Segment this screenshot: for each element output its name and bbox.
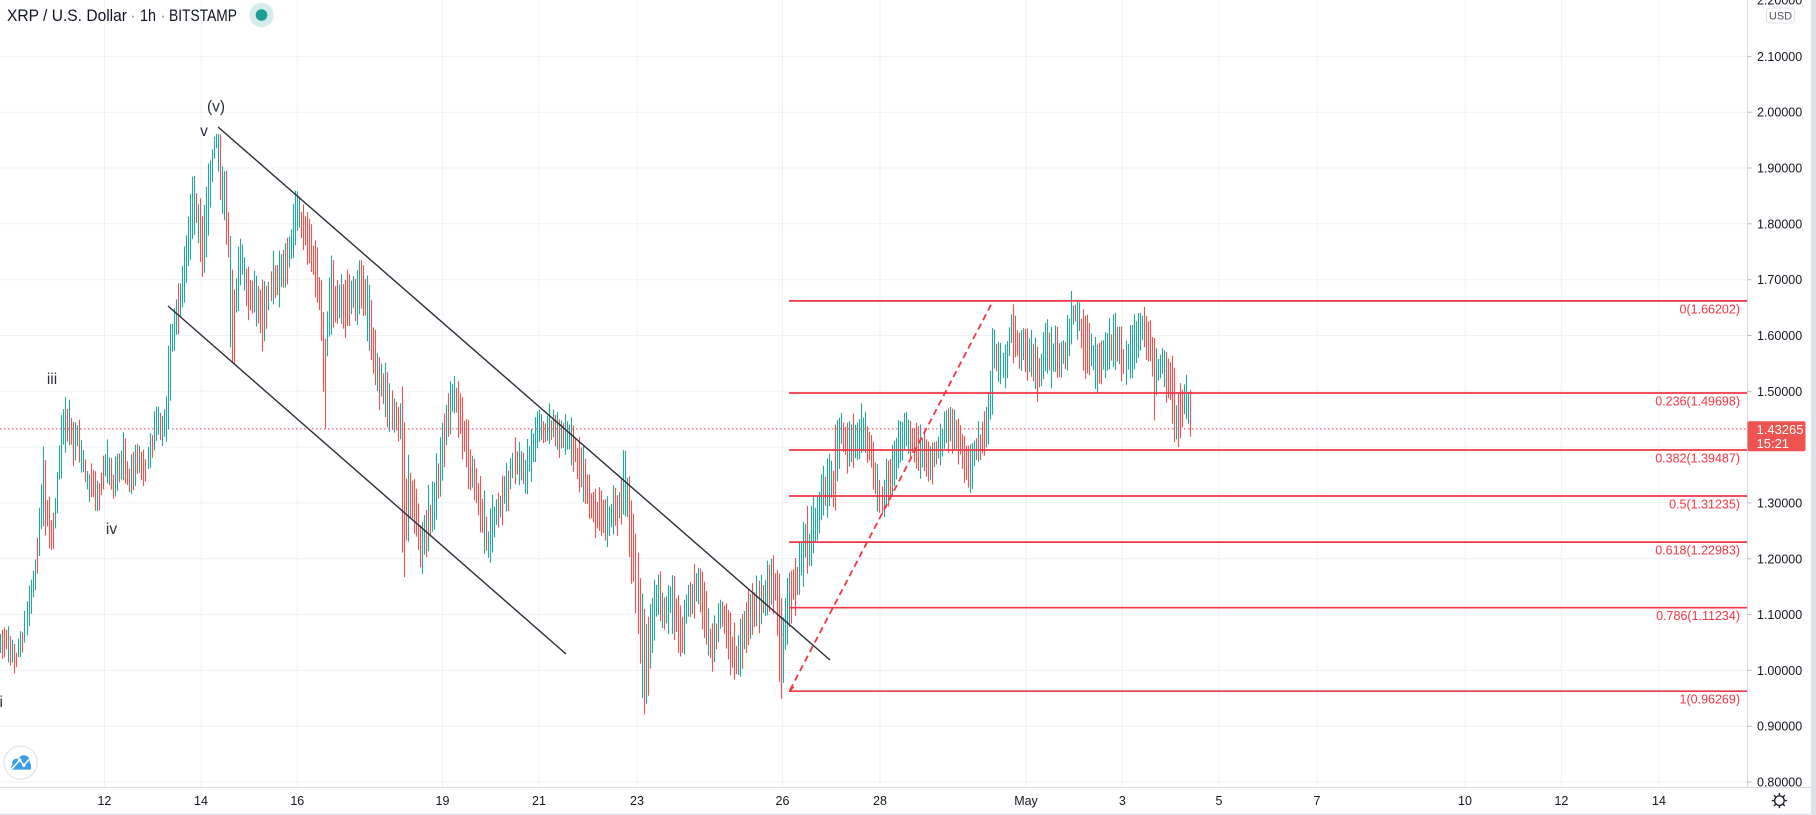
- svg-text:1.70000: 1.70000: [1757, 273, 1802, 287]
- svg-text:7: 7: [1314, 794, 1321, 808]
- svg-text:14: 14: [194, 794, 208, 808]
- svg-text:BITSTAMP: BITSTAMP: [169, 6, 237, 25]
- svg-text:1.00000: 1.00000: [1757, 664, 1802, 678]
- svg-text:0.618(1.22983): 0.618(1.22983): [1655, 544, 1740, 558]
- svg-text:v: v: [200, 123, 208, 140]
- svg-text:21: 21: [532, 794, 546, 808]
- svg-text:USD: USD: [1769, 11, 1792, 23]
- svg-text:0.5(1.31235): 0.5(1.31235): [1669, 498, 1740, 512]
- svg-text:1h: 1h: [140, 6, 156, 25]
- svg-text:1.43265: 1.43265: [1757, 422, 1804, 437]
- svg-text:1(0.96269): 1(0.96269): [1680, 693, 1740, 707]
- svg-text:0.382(1.39487): 0.382(1.39487): [1655, 452, 1740, 466]
- svg-text:16: 16: [290, 794, 304, 808]
- svg-text:1.20000: 1.20000: [1757, 552, 1802, 566]
- svg-text:12: 12: [97, 794, 111, 808]
- svg-text:5: 5: [1216, 794, 1223, 808]
- svg-text:0(1.66202): 0(1.66202): [1680, 302, 1740, 316]
- svg-text:iii: iii: [47, 371, 57, 388]
- svg-text:i: i: [0, 694, 3, 711]
- svg-text:·: ·: [130, 6, 136, 25]
- svg-text:1.10000: 1.10000: [1757, 608, 1802, 622]
- svg-text:10: 10: [1458, 794, 1472, 808]
- svg-text:2.20000: 2.20000: [1757, 0, 1802, 8]
- svg-text:1.60000: 1.60000: [1757, 329, 1802, 343]
- svg-text:1.90000: 1.90000: [1757, 162, 1802, 176]
- svg-text:2.00000: 2.00000: [1757, 106, 1802, 120]
- svg-text:0.236(1.49698): 0.236(1.49698): [1655, 395, 1740, 409]
- svg-text:XRP / U.S. Dollar: XRP / U.S. Dollar: [7, 6, 127, 25]
- svg-text:2.10000: 2.10000: [1757, 50, 1802, 64]
- svg-text:19: 19: [436, 794, 450, 808]
- svg-text:May: May: [1014, 794, 1038, 808]
- svg-text:0.80000: 0.80000: [1757, 776, 1802, 790]
- svg-text:iv: iv: [106, 521, 117, 538]
- svg-text:26: 26: [776, 794, 790, 808]
- svg-text:1.50000: 1.50000: [1757, 385, 1802, 399]
- svg-text:14: 14: [1652, 794, 1666, 808]
- svg-text:3: 3: [1119, 794, 1126, 808]
- svg-text:12: 12: [1554, 794, 1568, 808]
- svg-text:1.30000: 1.30000: [1757, 496, 1802, 510]
- svg-text:(v): (v): [207, 99, 225, 116]
- svg-text:28: 28: [873, 794, 887, 808]
- svg-text:23: 23: [630, 794, 644, 808]
- svg-text:15:21: 15:21: [1757, 436, 1790, 451]
- svg-text:0.786(1.11234): 0.786(1.11234): [1656, 609, 1740, 623]
- svg-text:1.80000: 1.80000: [1757, 217, 1802, 231]
- svg-text:·: ·: [160, 6, 166, 25]
- svg-text:0.90000: 0.90000: [1757, 720, 1802, 734]
